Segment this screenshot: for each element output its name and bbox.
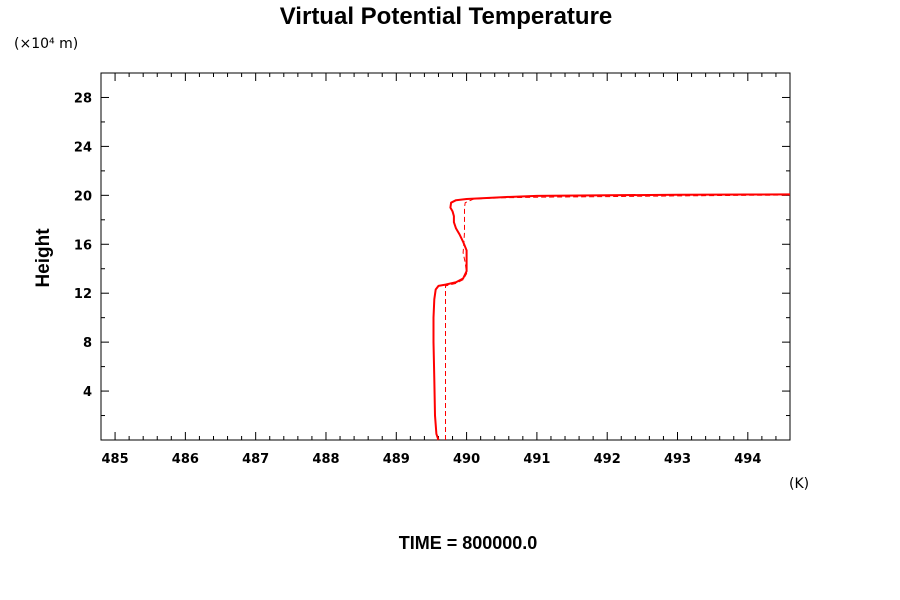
plot-frame — [100, 72, 791, 441]
axis-ticks — [100, 73, 791, 440]
y-tick-label: 24 — [74, 140, 92, 155]
x-tick-label: 490 — [453, 452, 480, 467]
y-axis-label: Height — [33, 228, 54, 288]
x-unit-label: (K) — [789, 476, 809, 492]
y-tick-label: 16 — [74, 238, 92, 253]
x-tick-label: 491 — [523, 452, 550, 467]
y-tick-label: 8 — [83, 336, 92, 351]
chart-title: Virtual Potential Temperature — [280, 3, 613, 30]
y-unit-label: (×10⁴ m) — [14, 36, 78, 52]
x-tick-label: 493 — [664, 452, 691, 467]
x-tick-label: 486 — [172, 452, 199, 467]
series-line-solid — [432, 193, 791, 441]
time-footer: TIME = 800000.0 — [399, 533, 538, 553]
x-tick-label: 489 — [383, 452, 410, 467]
tick-labels: 485 486 487 488 489 490 491 492 493 494 4 8 12 16 20 24… — [74, 91, 761, 467]
x-tick-label: 485 — [101, 452, 128, 467]
x-tick-label: 487 — [242, 452, 269, 467]
series-layer — [432, 193, 791, 441]
x-tick-label: 492 — [594, 452, 621, 467]
series-line-dashed — [445, 194, 791, 440]
y-tick-label: 28 — [74, 91, 92, 106]
y-tick-label: 12 — [74, 287, 92, 302]
y-tick-label: 20 — [74, 189, 92, 204]
x-tick-label: 488 — [312, 452, 339, 467]
y-tick-label: 4 — [83, 385, 92, 400]
x-tick-label: 494 — [734, 452, 761, 467]
